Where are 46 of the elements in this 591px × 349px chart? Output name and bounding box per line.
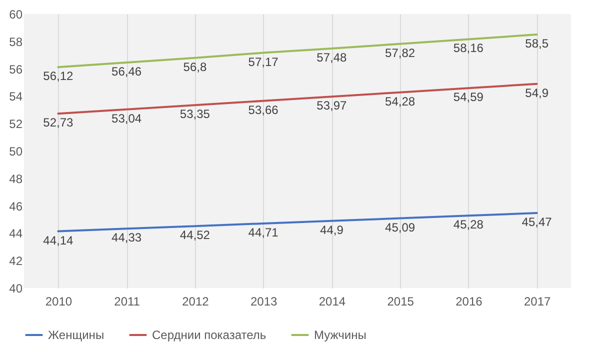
y-tick-label: 52 [9,117,23,132]
x-tick-label: 2017 [524,294,551,308]
y-tick-label: 42 [9,254,23,268]
data-label: 53,04 [112,111,142,126]
x-tick-label: 2015 [387,294,414,308]
data-label: 57,17 [248,54,279,69]
data-label: 52,73 [43,116,74,130]
legend-label: Женщины [48,328,104,342]
y-tick-label: 54 [9,90,23,104]
data-label: 53,66 [248,102,279,117]
y-tick-label: 48 [9,172,23,186]
x-tick-label: 2016 [456,294,483,308]
data-label: 53,97 [316,98,348,113]
data-label: 54,59 [453,90,484,104]
y-tick-label: 46 [9,199,23,214]
y-tick-label: 50 [9,144,23,158]
y-tick-label: 40 [9,282,23,296]
data-label: 45,28 [453,218,484,232]
data-label: 44,14 [43,233,74,248]
data-label: 57,48 [316,50,348,65]
data-label: 58,5 [525,36,549,51]
legend-label: Серднии показатель [152,328,266,342]
data-label: 53,35 [180,107,210,122]
data-label: 54,28 [385,94,416,108]
y-tick-label: 56 [9,62,23,76]
data-label: 45,09 [385,220,416,234]
data-label: 56,46 [112,64,142,78]
data-label: 44,9 [320,222,344,237]
data-label: 45,47 [522,215,552,230]
data-label: 58,16 [453,41,484,56]
data-label: 44,71 [248,225,279,240]
legend-label: Мужчины [314,328,366,342]
data-label: 44,52 [180,228,210,242]
data-label: 56,8 [183,60,207,74]
x-tick-label: 2010 [45,294,72,308]
y-tick-label: 44 [9,226,23,241]
x-tick-label: 2014 [318,294,346,308]
x-tick-label: 2011 [114,294,140,308]
data-label: 44,33 [112,230,142,245]
y-tick-label: 58 [9,34,23,49]
x-tick-label: 2012 [182,294,210,308]
data-label: 56,12 [43,69,74,84]
data-label: 54,9 [525,86,549,100]
data-label: 57,82 [385,46,416,60]
y-tick-label: 60 [9,8,23,22]
x-tick-label: 2013 [250,294,278,308]
